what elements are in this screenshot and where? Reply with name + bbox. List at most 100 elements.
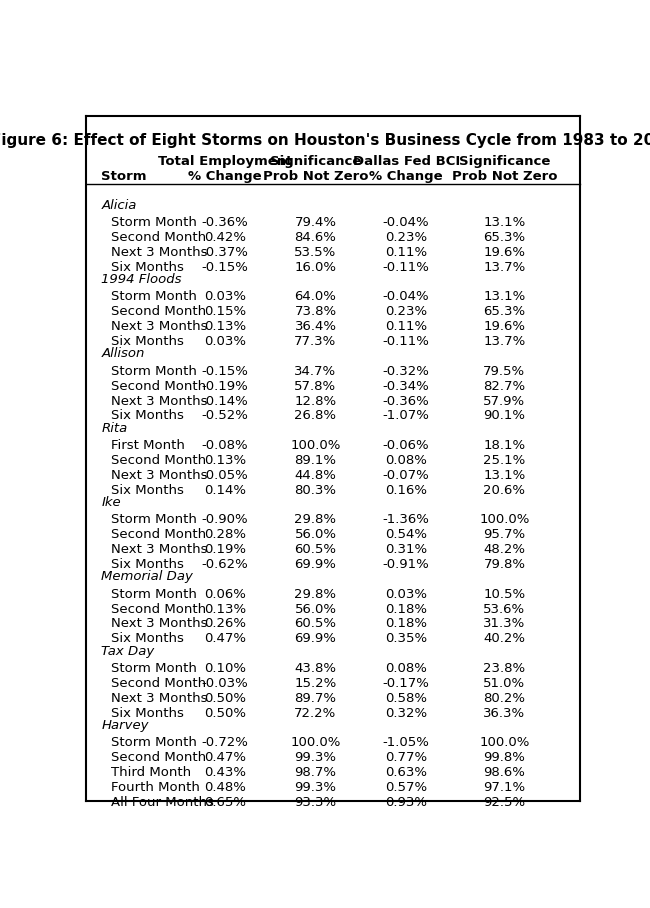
Text: Six Months: Six Months — [112, 558, 185, 571]
Text: 0.50%: 0.50% — [204, 692, 246, 705]
Text: 1994 Floods: 1994 Floods — [101, 273, 182, 286]
Text: 60.5%: 60.5% — [294, 543, 337, 557]
Text: -0.36%: -0.36% — [383, 395, 430, 408]
Text: 19.6%: 19.6% — [484, 321, 525, 333]
Text: 79.5%: 79.5% — [484, 365, 525, 378]
Text: Alicia: Alicia — [101, 199, 136, 212]
Text: -1.07%: -1.07% — [383, 410, 430, 422]
Text: 69.9%: 69.9% — [294, 558, 337, 571]
Text: 0.03%: 0.03% — [385, 587, 427, 601]
Text: -0.36%: -0.36% — [202, 216, 248, 229]
Text: 53.6%: 53.6% — [484, 603, 525, 616]
Text: 0.43%: 0.43% — [204, 766, 246, 779]
Text: -0.15%: -0.15% — [202, 261, 248, 274]
Text: 0.63%: 0.63% — [385, 766, 427, 779]
Text: -0.72%: -0.72% — [202, 736, 248, 749]
Text: 16.0%: 16.0% — [294, 261, 337, 274]
Text: 0.08%: 0.08% — [385, 662, 427, 675]
Text: 25.1%: 25.1% — [483, 454, 525, 467]
Text: 13.1%: 13.1% — [483, 469, 525, 482]
Text: 48.2%: 48.2% — [484, 543, 525, 557]
Text: Second Month: Second Month — [112, 380, 207, 392]
Text: Six Months: Six Months — [112, 484, 185, 497]
Text: All Four Months: All Four Months — [112, 795, 214, 809]
Text: 0.15%: 0.15% — [203, 305, 246, 319]
Text: 99.3%: 99.3% — [294, 751, 337, 765]
Text: 72.2%: 72.2% — [294, 706, 337, 720]
Text: 0.54%: 0.54% — [385, 528, 427, 541]
Text: 89.1%: 89.1% — [294, 454, 337, 467]
Text: 0.65%: 0.65% — [204, 795, 246, 809]
Text: Allison: Allison — [101, 347, 145, 360]
Text: 0.47%: 0.47% — [204, 632, 246, 646]
Text: % Change: % Change — [188, 170, 262, 183]
Text: 98.7%: 98.7% — [294, 766, 337, 779]
Text: 0.48%: 0.48% — [204, 781, 246, 794]
Text: -0.17%: -0.17% — [383, 677, 430, 690]
Text: Six Months: Six Months — [112, 261, 185, 274]
Text: Second Month: Second Month — [112, 528, 207, 541]
Text: Second Month: Second Month — [112, 305, 207, 319]
Text: -0.11%: -0.11% — [383, 261, 430, 274]
Text: 23.8%: 23.8% — [484, 662, 525, 675]
Text: 20.6%: 20.6% — [484, 484, 525, 497]
Text: 90.1%: 90.1% — [484, 410, 525, 422]
Text: Second Month: Second Month — [112, 677, 207, 690]
Text: 0.14%: 0.14% — [204, 484, 246, 497]
Text: 0.08%: 0.08% — [385, 454, 427, 467]
Text: First Month: First Month — [112, 439, 185, 452]
Text: Prob Not Zero: Prob Not Zero — [452, 170, 557, 183]
Text: -0.04%: -0.04% — [383, 291, 430, 303]
Text: 97.1%: 97.1% — [484, 781, 525, 794]
Text: 100.0%: 100.0% — [291, 736, 341, 749]
Text: 99.8%: 99.8% — [484, 751, 525, 765]
Text: 0.77%: 0.77% — [385, 751, 427, 765]
Text: 98.6%: 98.6% — [484, 766, 525, 779]
Text: -0.11%: -0.11% — [383, 335, 430, 348]
Text: Figure 6: Effect of Eight Storms on Houston's Business Cycle from 1983 to 2017: Figure 6: Effect of Eight Storms on Hous… — [0, 133, 650, 148]
Text: 84.6%: 84.6% — [294, 231, 337, 244]
Text: Storm Month: Storm Month — [112, 291, 198, 303]
Text: Six Months: Six Months — [112, 706, 185, 720]
Text: 56.0%: 56.0% — [294, 528, 337, 541]
Text: Significance: Significance — [270, 155, 361, 168]
Text: % Change: % Change — [369, 170, 443, 183]
Text: 60.5%: 60.5% — [294, 617, 337, 630]
Text: 53.5%: 53.5% — [294, 246, 337, 259]
Text: 0.23%: 0.23% — [385, 231, 427, 244]
Text: 82.7%: 82.7% — [484, 380, 525, 392]
Text: 0.16%: 0.16% — [385, 484, 427, 497]
Text: 51.0%: 51.0% — [484, 677, 525, 690]
Text: Ike: Ike — [101, 496, 121, 508]
Text: 99.3%: 99.3% — [294, 781, 337, 794]
Text: Next 3 Months: Next 3 Months — [112, 617, 208, 630]
Text: 0.26%: 0.26% — [204, 617, 246, 630]
Text: Second Month: Second Month — [112, 454, 207, 467]
Text: Next 3 Months: Next 3 Months — [112, 692, 208, 705]
Text: 0.10%: 0.10% — [204, 662, 246, 675]
Text: 64.0%: 64.0% — [294, 291, 337, 303]
Text: 0.13%: 0.13% — [203, 321, 246, 333]
Text: 44.8%: 44.8% — [294, 469, 337, 482]
Text: 0.50%: 0.50% — [204, 706, 246, 720]
Text: 0.18%: 0.18% — [385, 617, 427, 630]
Text: Second Month: Second Month — [112, 231, 207, 244]
Text: Prob Not Zero: Prob Not Zero — [263, 170, 369, 183]
Text: 0.57%: 0.57% — [385, 781, 427, 794]
Text: 92.5%: 92.5% — [484, 795, 525, 809]
Text: 18.1%: 18.1% — [484, 439, 525, 452]
Text: Storm Month: Storm Month — [112, 216, 198, 229]
Text: 0.28%: 0.28% — [204, 528, 246, 541]
Text: -0.05%: -0.05% — [202, 469, 248, 482]
Text: 34.7%: 34.7% — [294, 365, 337, 378]
Text: Next 3 Months: Next 3 Months — [112, 543, 208, 557]
Text: 0.03%: 0.03% — [204, 335, 246, 348]
Text: Fourth Month: Fourth Month — [112, 781, 200, 794]
Text: Next 3 Months: Next 3 Months — [112, 246, 208, 259]
Text: Next 3 Months: Next 3 Months — [112, 469, 208, 482]
Text: 40.2%: 40.2% — [484, 632, 525, 646]
Text: 0.35%: 0.35% — [385, 632, 427, 646]
Text: Second Month: Second Month — [112, 603, 207, 616]
Text: Dallas Fed BCI: Dallas Fed BCI — [352, 155, 460, 168]
Text: 89.7%: 89.7% — [294, 692, 337, 705]
